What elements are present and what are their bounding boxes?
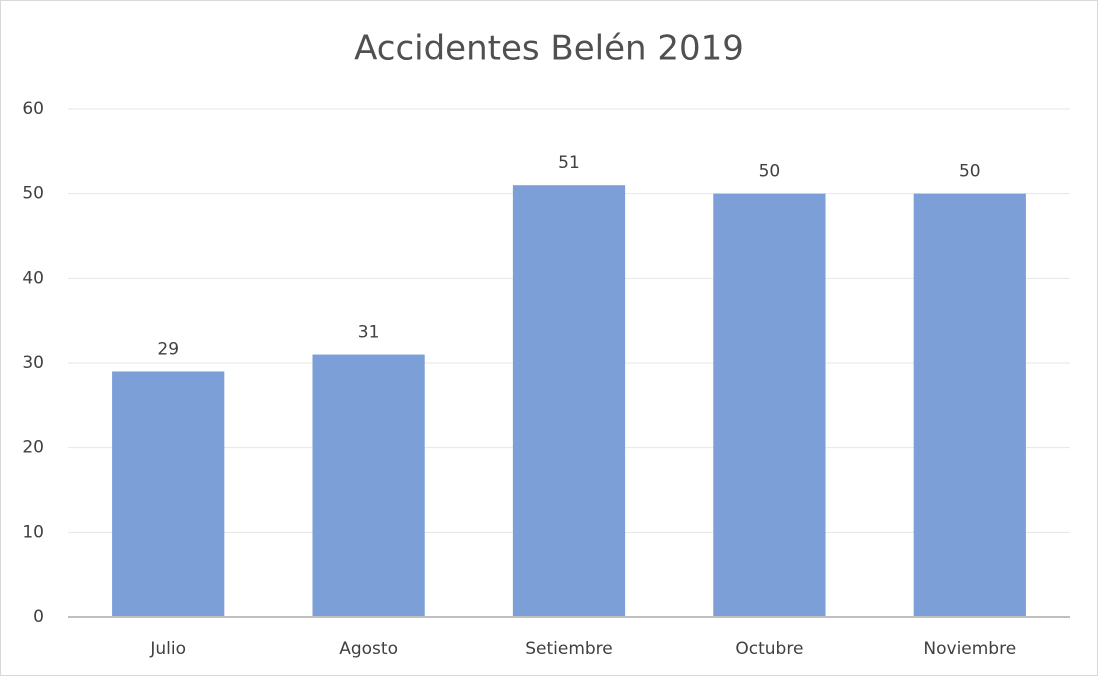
x-tick-label: Agosto	[339, 639, 398, 659]
y-tick-label: 10	[22, 522, 44, 542]
bar	[512, 185, 626, 617]
y-tick-label: 20	[22, 438, 44, 458]
data-label: 51	[558, 153, 580, 173]
bar	[112, 371, 225, 617]
data-label: 31	[358, 323, 380, 343]
y-tick-label: 40	[22, 268, 44, 288]
y-tick-label: 60	[22, 99, 44, 119]
x-tick-label: Setiembre	[525, 639, 613, 659]
y-tick-label: 50	[22, 184, 44, 204]
data-label: 50	[959, 162, 981, 182]
bar	[913, 193, 1026, 617]
y-tick-label: 30	[22, 353, 44, 373]
data-label: 29	[157, 339, 179, 359]
bar	[713, 193, 826, 617]
bar	[312, 354, 425, 617]
x-tick-label: Julio	[149, 639, 186, 659]
y-tick-label: 0	[33, 607, 44, 627]
chart-title: Accidentes Belén 2019	[354, 29, 744, 69]
data-label: 50	[759, 162, 781, 182]
x-tick-label: Octubre	[735, 639, 803, 659]
x-tick-label: Noviembre	[923, 639, 1016, 659]
